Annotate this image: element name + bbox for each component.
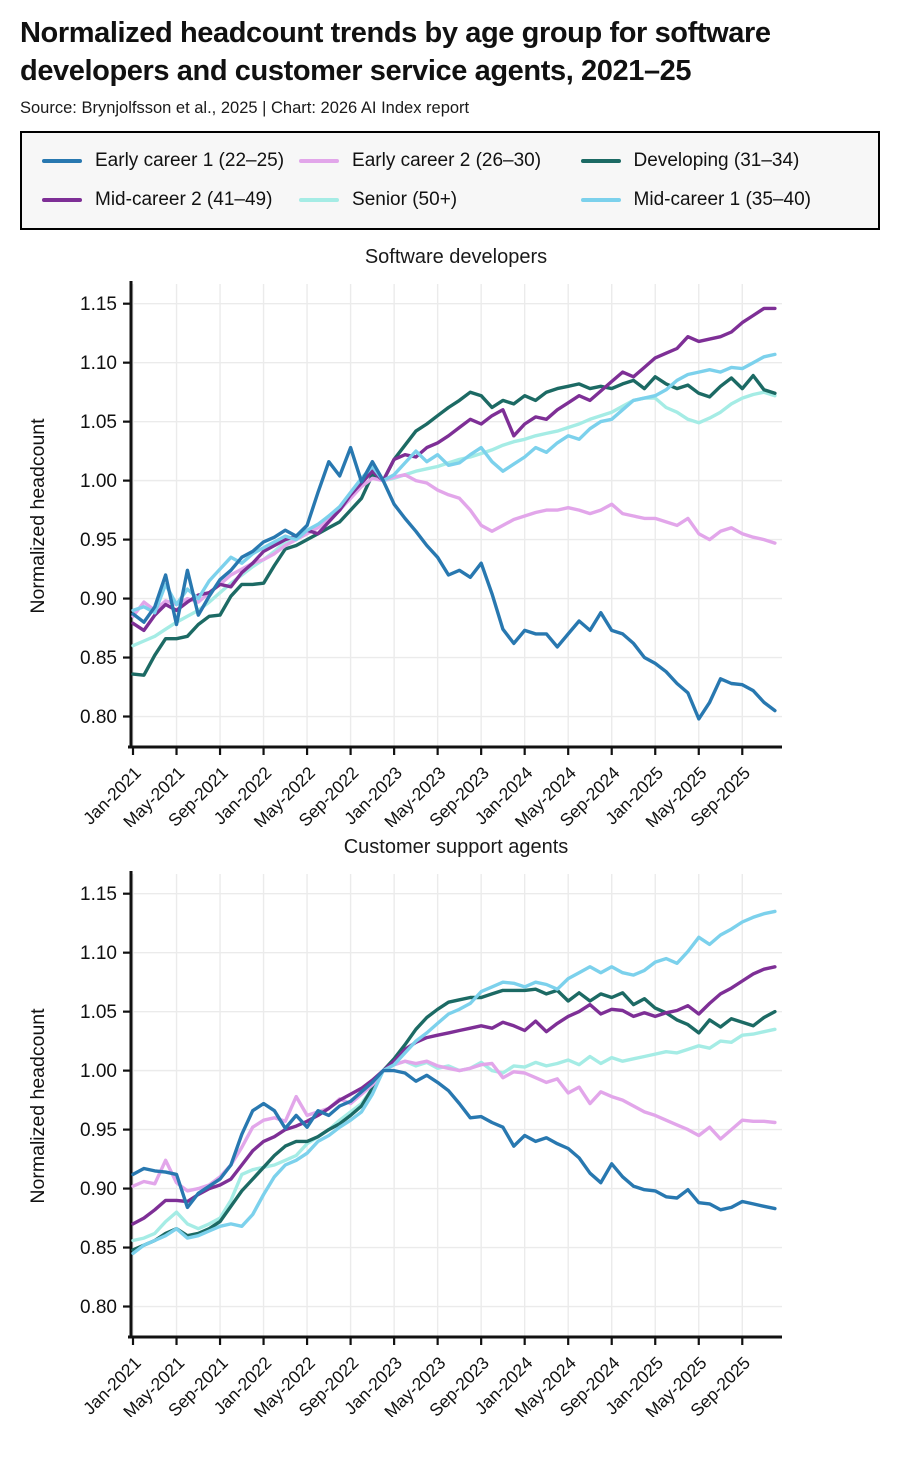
legend-item-early-career-1: Early career 1 (22–25)	[42, 150, 299, 172]
y-tick-label: 1.10	[80, 353, 117, 374]
y-tick-label: 0.85	[80, 648, 117, 669]
y-tick-label: 1.05	[80, 412, 117, 433]
legend-label: Early career 2 (26–30)	[352, 150, 542, 171]
chart-title-customer-support-agents: Customer support agents	[343, 836, 569, 858]
series-line-early-career-1	[131, 445, 777, 721]
legend-swatch-mid-career-1	[580, 198, 621, 202]
y-tick-label: 0.80	[80, 707, 117, 728]
series-line-mid-career-2	[131, 306, 777, 633]
legend-label: Mid-career 1 (35–40)	[633, 189, 811, 210]
y-tick-label: 1.15	[80, 884, 117, 905]
series-line-mid-career-1	[131, 352, 777, 615]
chart-customer-support-agents: Customer support agents 0.80 0.85 0.90 0.95…	[20, 836, 880, 1422]
legend-box: Early career 1 (22–25) Early career 2 (2…	[20, 131, 880, 230]
series-line-mid-career-1	[131, 909, 777, 1256]
legend-swatch-early-career-2	[299, 159, 340, 163]
legend-swatch-senior	[299, 198, 340, 202]
y-tick-label: 0.90	[80, 589, 117, 610]
chart-canvas-1: 0.800.850.900.951.001.051.101.15Jan-2021…	[27, 281, 782, 832]
y-tick-label: 1.10	[80, 943, 117, 964]
legend-item-early-career-2: Early career 2 (26–30)	[299, 150, 581, 172]
legend-label: Early career 1 (22–25)	[95, 150, 285, 171]
chart-title-software-developers: Software developers	[364, 246, 548, 268]
y-tick-label: 1.00	[80, 471, 117, 492]
y-tick-label: 0.95	[80, 1120, 117, 1141]
page-title: Normalized headcount trends by age group…	[20, 17, 771, 87]
chart-canvas-wrap-2: 0.80 0.85 0.90 0.95 1.00 1.05 1.10 1.15 Jan-2021…	[20, 861, 880, 1422]
series-line-early-career-2	[131, 472, 777, 618]
y-tick-label: 1.15	[80, 294, 117, 315]
series-line-developing	[131, 373, 777, 677]
y-tick-label: 0.80	[80, 1297, 117, 1318]
series-line-early-career-1	[131, 1068, 777, 1212]
chart-software-developers: Software developers 0.80 0.85 0.90 0.95 1.00…	[20, 246, 880, 832]
y-tick-label: 1.00	[80, 1061, 117, 1082]
legend-swatch-early-career-1	[42, 159, 82, 163]
legend-item-mid-career-2: Mid-career 2 (41–49)	[42, 189, 299, 211]
legend-item-senior: Senior (50+)	[299, 189, 581, 211]
legend-label: Senior (50+)	[352, 189, 458, 210]
y-tick-label: 0.90	[80, 1179, 117, 1200]
chart-canvas-wrap-1: 0.80 0.85 0.90 0.95 1.00 1.05 1.10 1.15 Jan-2021…	[20, 271, 880, 832]
legend-swatch-developing	[580, 159, 621, 163]
series-line-early-career-2	[131, 1059, 777, 1193]
chart-canvas-2: 0.800.850.900.951.001.051.101.15Jan-2021…	[27, 871, 782, 1422]
y-tick-label: 0.95	[80, 530, 117, 551]
source-line: Source: Brynjolfsson et al., 2025 | Char…	[20, 99, 470, 117]
legend-swatch-mid-career-2	[42, 198, 82, 202]
legend-label: Mid-career 2 (41–49)	[95, 189, 273, 210]
legend-item-mid-career-1: Mid-career 1 (35–40)	[580, 189, 858, 211]
y-axis-title: Normalized headcount	[27, 1008, 49, 1204]
y-tick-label: 0.85	[80, 1238, 117, 1259]
series-line-developing	[131, 987, 777, 1252]
series-line-mid-career-2	[131, 965, 777, 1226]
y-axis-title: Normalized headcount	[27, 418, 49, 614]
legend-item-developing: Developing (31–34)	[580, 150, 858, 172]
y-tick-label: 1.05	[80, 1002, 117, 1023]
legend-label: Developing (31–34)	[633, 150, 800, 171]
